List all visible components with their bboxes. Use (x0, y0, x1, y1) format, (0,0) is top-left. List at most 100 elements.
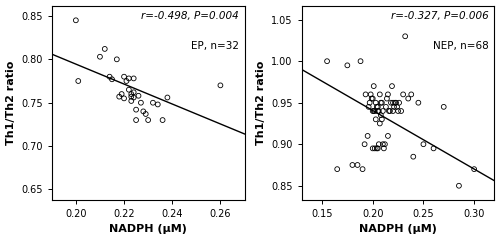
Point (106, 75, 114, 79)
Point (216, 84, 224, 87)
Point (470, 167, 478, 171)
Point (72, 18, 80, 22)
Point (132, 118, 140, 122)
Point (377, 101, 385, 105)
Point (134, 94, 142, 98)
Point (366, 92, 374, 96)
Point (101, 47, 109, 51)
X-axis label: NADPH (μM): NADPH (μM) (109, 224, 187, 234)
Point (158, 118, 166, 122)
Point (362, 92, 370, 96)
Point (372, 101, 380, 105)
Point (373, 146, 381, 150)
Point (384, 92, 392, 96)
Point (374, 105, 382, 109)
Point (389, 101, 397, 105)
Point (128, 95, 136, 99)
Point (386, 109, 394, 113)
Text: r=-0.498, P=0.004: r=-0.498, P=0.004 (141, 11, 238, 21)
Point (370, 109, 378, 113)
Point (414, 101, 422, 105)
Point (348, 163, 356, 167)
Point (401, 34, 409, 38)
Point (387, 101, 395, 105)
Point (120, 75, 128, 79)
Point (375, 142, 383, 146)
Point (358, 167, 366, 171)
Point (408, 92, 416, 96)
Point (344, 63, 351, 67)
Point (128, 99, 136, 103)
Point (391, 101, 399, 105)
Point (140, 109, 147, 113)
Point (374, 109, 382, 113)
Point (164, 96, 172, 99)
Y-axis label: Th1/Th2 ratio: Th1/Th2 ratio (6, 60, 16, 145)
Point (125, 77, 133, 80)
X-axis label: NADPH (μM): NADPH (μM) (359, 224, 437, 234)
Text: EP, n=32: EP, n=32 (190, 41, 238, 51)
Point (120, 96, 128, 100)
Point (440, 105, 448, 109)
Y-axis label: Th1/Th2 ratio: Th1/Th2 ratio (256, 60, 266, 145)
Point (375, 109, 383, 113)
Point (430, 146, 438, 150)
Point (333, 167, 341, 171)
Point (74, 79, 82, 83)
Point (96, 55, 104, 59)
Point (323, 59, 331, 63)
Point (368, 146, 376, 150)
Text: r=-0.327, P=0.006: r=-0.327, P=0.006 (391, 11, 488, 21)
Point (370, 109, 378, 113)
Point (125, 88, 133, 92)
Point (130, 96, 138, 99)
Point (142, 112, 150, 116)
Point (376, 121, 384, 125)
Point (384, 134, 392, 138)
Point (149, 101, 157, 105)
Point (128, 92, 136, 96)
Text: NEP, n=68: NEP, n=68 (433, 41, 488, 51)
Point (137, 101, 145, 105)
Point (373, 105, 381, 109)
Point (376, 92, 384, 96)
Point (354, 163, 362, 167)
Point (394, 109, 402, 113)
Point (118, 92, 126, 96)
Point (385, 109, 393, 113)
Point (370, 146, 378, 150)
Point (368, 109, 376, 113)
Point (115, 95, 123, 99)
Point (130, 77, 138, 80)
Point (420, 142, 428, 146)
Point (356, 59, 364, 63)
Point (378, 101, 386, 105)
Point (364, 105, 372, 109)
Point (404, 97, 412, 101)
Point (377, 113, 385, 117)
Point (378, 117, 386, 121)
Point (382, 105, 390, 109)
Point (392, 101, 400, 105)
Point (380, 146, 388, 150)
Point (132, 108, 140, 112)
Point (395, 101, 403, 105)
Point (368, 97, 376, 101)
Point (388, 84, 396, 88)
Point (379, 109, 387, 113)
Point (113, 57, 121, 61)
Point (379, 142, 387, 146)
Point (108, 77, 116, 81)
Point (393, 105, 401, 109)
Point (130, 90, 138, 94)
Point (374, 146, 382, 150)
Point (372, 117, 380, 121)
Point (144, 118, 152, 122)
Point (368, 97, 376, 101)
Point (397, 109, 405, 113)
Point (383, 97, 391, 101)
Point (122, 79, 130, 83)
Point (360, 142, 368, 146)
Point (154, 102, 162, 106)
Point (364, 134, 372, 138)
